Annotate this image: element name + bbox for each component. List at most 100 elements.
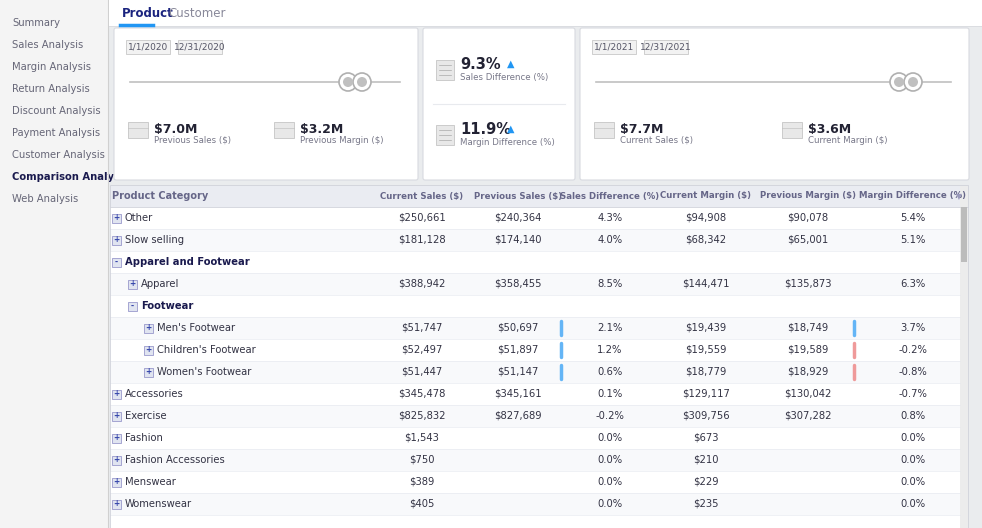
Bar <box>112 477 121 486</box>
Text: 0.0%: 0.0% <box>597 455 623 465</box>
Bar <box>110 207 960 229</box>
Text: Summary: Summary <box>12 18 60 28</box>
Text: -0.7%: -0.7% <box>899 389 927 399</box>
Text: $18,779: $18,779 <box>685 367 727 377</box>
Text: Sales Difference (%): Sales Difference (%) <box>561 192 660 201</box>
Text: $307,282: $307,282 <box>785 411 832 421</box>
Text: $240,364: $240,364 <box>494 213 542 223</box>
Bar <box>112 235 121 244</box>
Bar <box>592 40 636 54</box>
Text: 12/31/2021: 12/31/2021 <box>640 42 691 52</box>
Text: +: + <box>130 279 136 288</box>
Bar <box>274 122 294 138</box>
FancyBboxPatch shape <box>580 28 969 180</box>
Text: $7.7M: $7.7M <box>620 123 664 136</box>
Bar <box>110 185 968 207</box>
Text: Product: Product <box>122 7 174 20</box>
Bar <box>178 40 222 54</box>
Text: $250,661: $250,661 <box>398 213 446 223</box>
Text: 0.6%: 0.6% <box>597 367 623 377</box>
Text: Apparel and Footwear: Apparel and Footwear <box>125 257 249 267</box>
Text: Return Analysis: Return Analysis <box>12 84 89 94</box>
Bar <box>110 383 960 405</box>
Text: Web Analysis: Web Analysis <box>12 194 79 204</box>
Text: 0.8%: 0.8% <box>900 411 926 421</box>
Text: Footwear: Footwear <box>141 301 193 311</box>
Bar <box>436 125 454 145</box>
Text: 0.0%: 0.0% <box>597 433 623 443</box>
Bar <box>960 185 968 528</box>
Text: Current Margin ($): Current Margin ($) <box>661 192 751 201</box>
Text: $129,117: $129,117 <box>682 389 730 399</box>
Text: Margin Analysis: Margin Analysis <box>12 62 91 72</box>
Text: Previous Margin ($): Previous Margin ($) <box>300 136 384 145</box>
Text: ▲: ▲ <box>507 124 515 134</box>
Text: $389: $389 <box>409 477 435 487</box>
Text: ▼: ▼ <box>956 193 962 202</box>
Text: -0.8%: -0.8% <box>899 367 927 377</box>
Text: 5.4%: 5.4% <box>900 213 926 223</box>
Text: Fashion: Fashion <box>125 433 163 443</box>
Text: $825,832: $825,832 <box>399 411 446 421</box>
Text: ▲: ▲ <box>507 59 515 69</box>
Text: $210: $210 <box>693 455 719 465</box>
Text: $52,497: $52,497 <box>402 345 443 355</box>
Bar <box>110 317 960 339</box>
Text: 1/1/2021: 1/1/2021 <box>594 42 634 52</box>
Text: Current Margin ($): Current Margin ($) <box>808 136 888 145</box>
Text: +: + <box>145 367 151 376</box>
Text: $827,689: $827,689 <box>494 411 542 421</box>
Bar <box>144 345 153 354</box>
Text: $3.6M: $3.6M <box>808 123 851 136</box>
Text: Other: Other <box>125 213 153 223</box>
Bar <box>109 0 982 26</box>
Text: $68,342: $68,342 <box>685 235 727 245</box>
Text: $229: $229 <box>693 477 719 487</box>
Text: $51,897: $51,897 <box>497 345 539 355</box>
Text: 12/31/2020: 12/31/2020 <box>174 42 226 52</box>
Circle shape <box>353 73 371 91</box>
Text: $358,455: $358,455 <box>494 279 542 289</box>
Text: 0.0%: 0.0% <box>900 433 926 443</box>
Text: $50,697: $50,697 <box>497 323 539 333</box>
Bar <box>112 411 121 420</box>
Bar <box>112 390 121 399</box>
Bar <box>110 339 960 361</box>
Text: Discount Analysis: Discount Analysis <box>12 106 100 116</box>
Text: 0.0%: 0.0% <box>900 499 926 509</box>
Bar <box>128 301 137 310</box>
Text: 0.1%: 0.1% <box>597 389 623 399</box>
Text: Product Category: Product Category <box>112 191 208 201</box>
Text: $135,873: $135,873 <box>785 279 832 289</box>
Text: +: + <box>113 213 120 222</box>
Text: 0.0%: 0.0% <box>900 477 926 487</box>
Text: $405: $405 <box>409 499 435 509</box>
Text: 1/1/2020: 1/1/2020 <box>128 42 168 52</box>
Text: $388,942: $388,942 <box>399 279 446 289</box>
Text: $18,929: $18,929 <box>788 367 829 377</box>
Bar <box>110 427 960 449</box>
Text: +: + <box>113 499 120 508</box>
Text: $51,447: $51,447 <box>402 367 443 377</box>
Bar <box>126 40 170 54</box>
Bar <box>110 185 968 528</box>
Text: $181,128: $181,128 <box>398 235 446 245</box>
Text: Sales Difference (%): Sales Difference (%) <box>460 73 548 82</box>
Bar <box>110 185 968 528</box>
Circle shape <box>890 73 908 91</box>
Circle shape <box>904 73 922 91</box>
Text: $7.0M: $7.0M <box>154 123 197 136</box>
Text: $309,756: $309,756 <box>682 411 730 421</box>
Text: Accessories: Accessories <box>125 389 184 399</box>
Bar <box>144 324 153 333</box>
Text: Customer Analysis: Customer Analysis <box>12 150 105 160</box>
Text: Slow selling: Slow selling <box>125 235 184 245</box>
Text: Customer: Customer <box>168 7 226 20</box>
Text: Menswear: Menswear <box>125 477 176 487</box>
Text: +: + <box>145 324 151 333</box>
FancyBboxPatch shape <box>423 28 575 180</box>
Text: $345,161: $345,161 <box>494 389 542 399</box>
Bar <box>110 273 960 295</box>
Text: $174,140: $174,140 <box>494 235 542 245</box>
Bar <box>110 361 960 383</box>
